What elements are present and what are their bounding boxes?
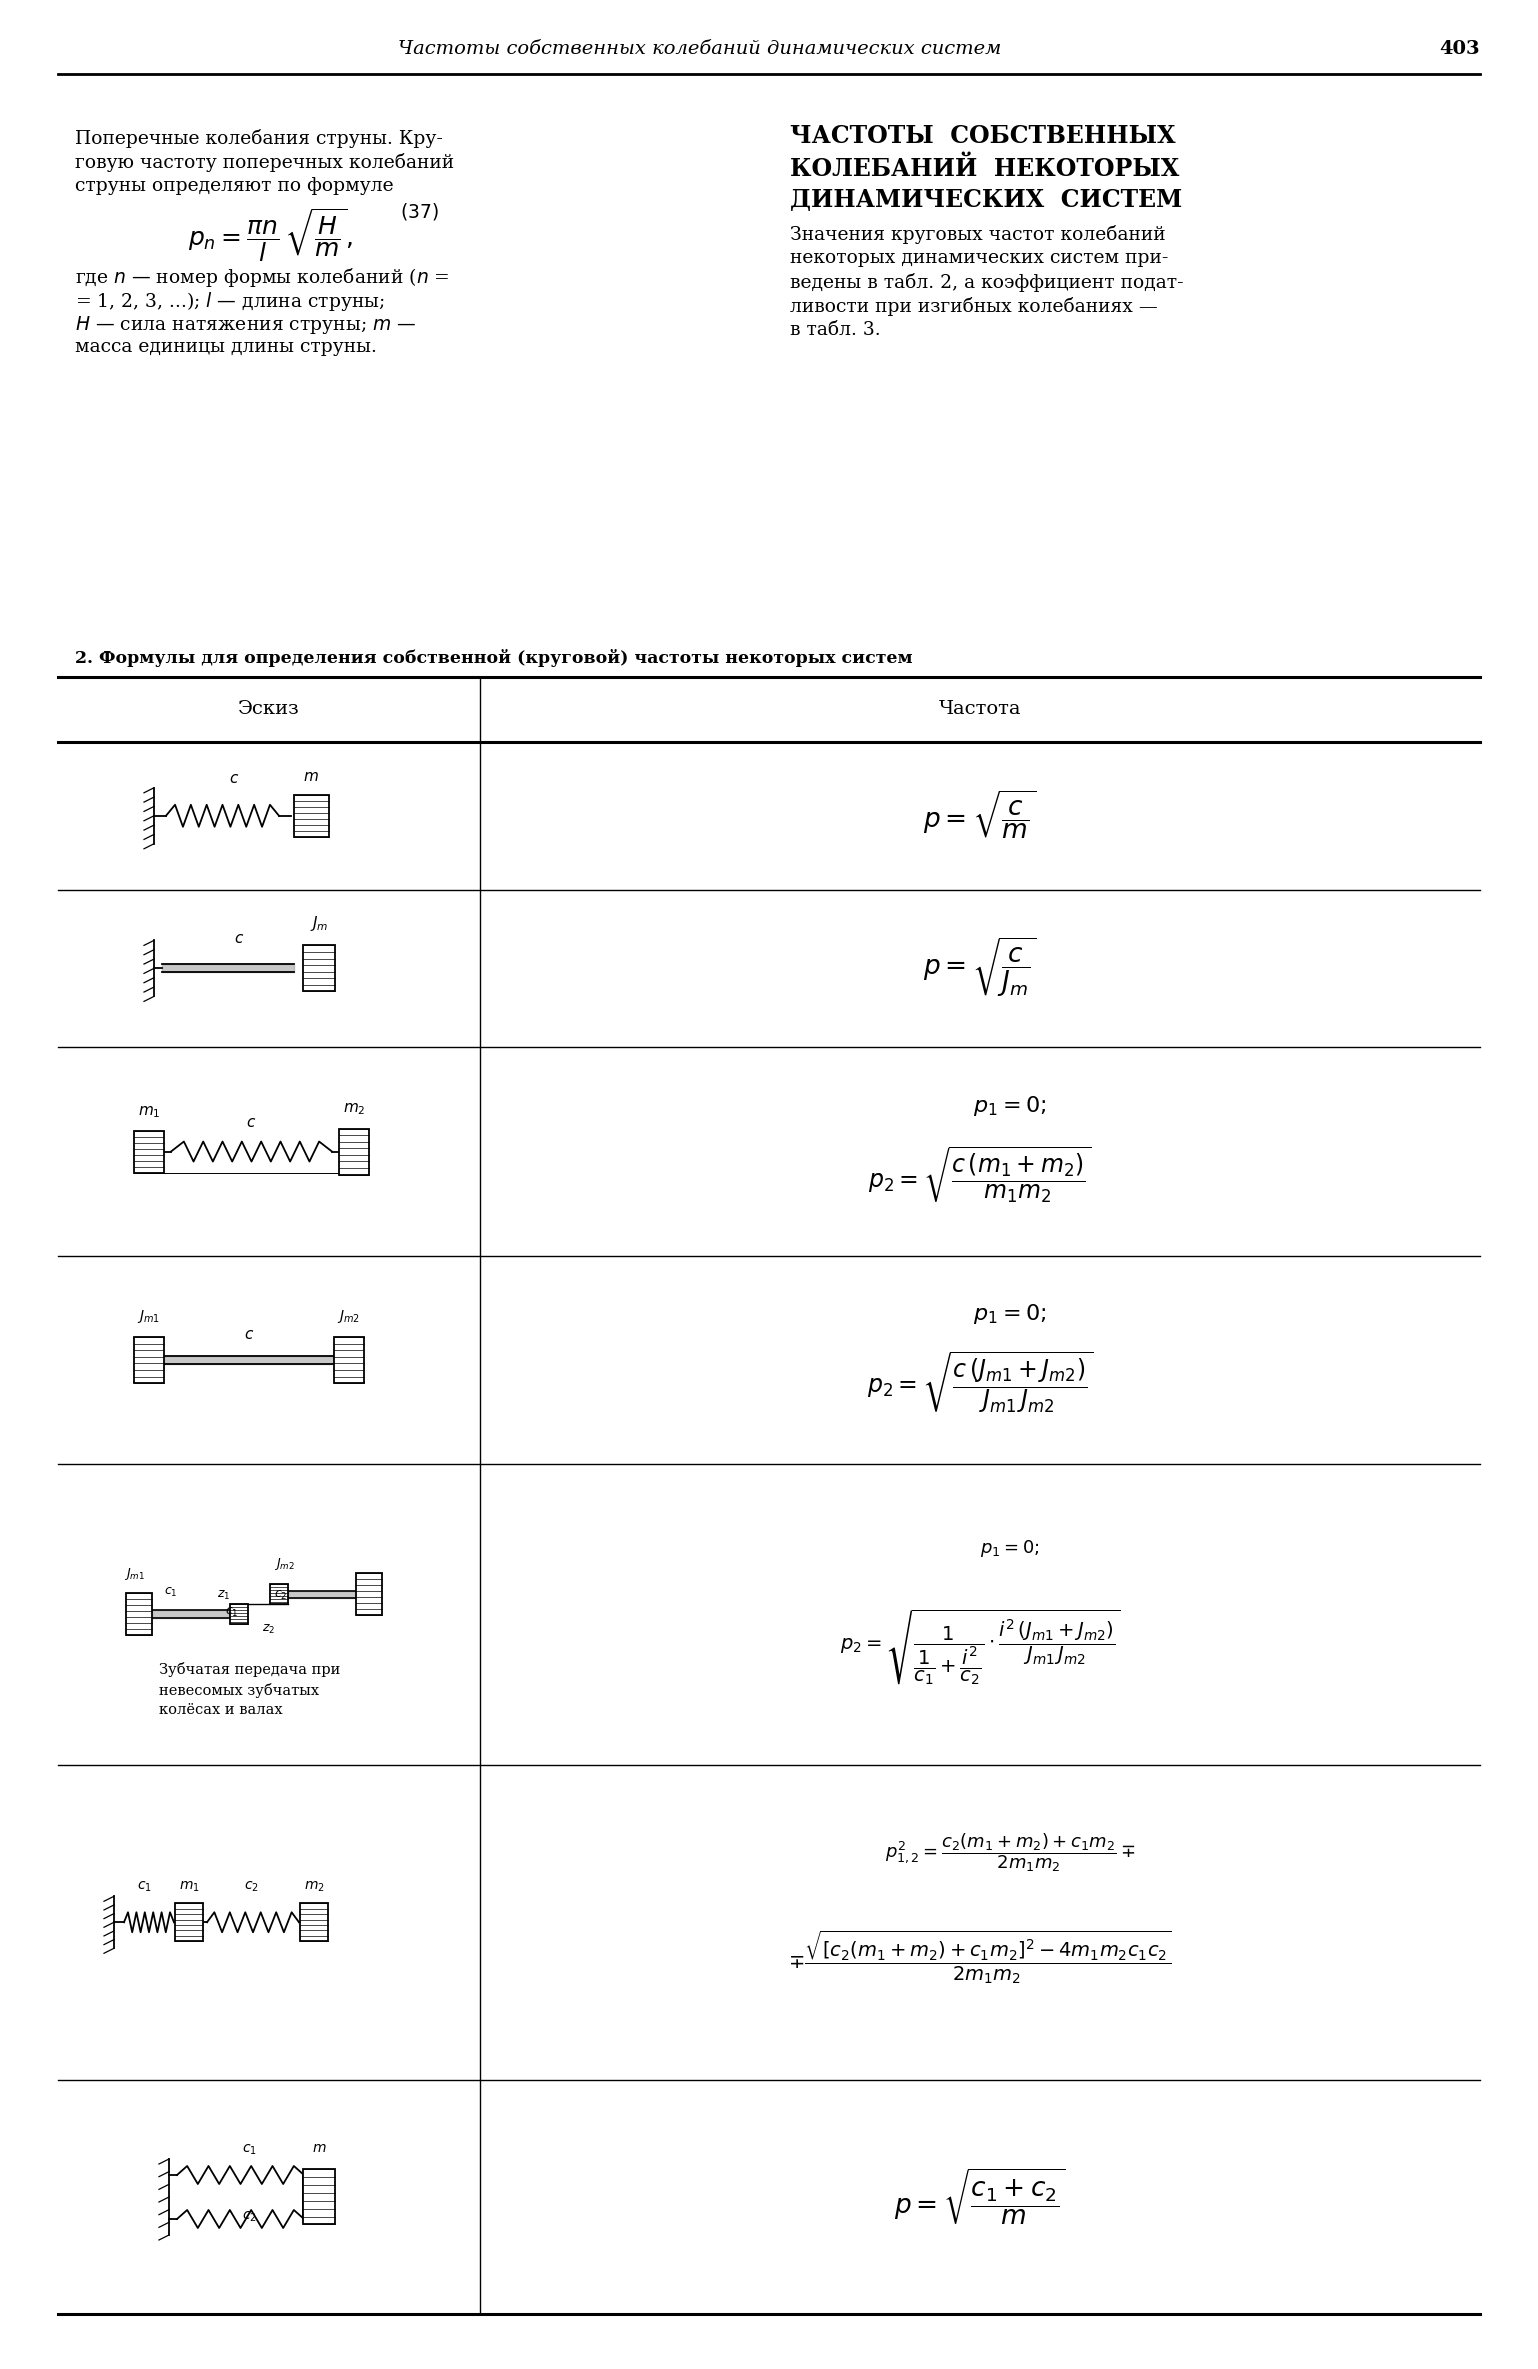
Text: ведены в табл. 2, а коэффициент подат-: ведены в табл. 2, а коэффициент подат- (791, 272, 1184, 291)
Text: $p_1 = 0;$: $p_1 = 0;$ (980, 1537, 1040, 1559)
Bar (175, 1902, 203, 1940)
Bar (300, 1902, 328, 1940)
Bar (134, 1336, 165, 1383)
Text: ДИНАМИЧЕСКИХ  СИСТЕМ: ДИНАМИЧЕСКИХ СИСТЕМ (791, 187, 1183, 211)
Text: $z_1$: $z_1$ (217, 1590, 231, 1601)
Text: $p = \sqrt{\dfrac{c}{m}}$: $p = \sqrt{\dfrac{c}{m}}$ (923, 789, 1037, 843)
Text: $m_2$: $m_2$ (343, 1102, 365, 1116)
Bar (134, 1130, 165, 1173)
Text: $p_2 = \sqrt{\dfrac{c\,(m_1 + m_2)}{m_1 m_2}}$: $p_2 = \sqrt{\dfrac{c\,(m_1 + m_2)}{m_1 … (867, 1144, 1092, 1203)
Bar (271, 1585, 288, 1604)
Text: ЧАСТОТЫ  СОБСТВЕННЫХ: ЧАСТОТЫ СОБСТВЕННЫХ (791, 123, 1175, 147)
Text: Зубчатая передача при
невесомых зубчатых
колёсах и валах: Зубчатая передача при невесомых зубчатых… (158, 1661, 340, 1718)
Text: = 1, 2, 3, ...); $l$ — длина струны;: = 1, 2, 3, ...); $l$ — длина струны; (75, 289, 385, 313)
Text: Частота: Частота (938, 701, 1021, 718)
Text: где $n$ — номер формы колебаний ($n$ =: где $n$ — номер формы колебаний ($n$ = (75, 265, 449, 289)
Bar (294, 794, 329, 836)
Text: $J_{m2}$: $J_{m2}$ (274, 1556, 294, 1573)
Text: $J_m$: $J_m$ (309, 914, 328, 933)
Text: $c_2$: $c_2$ (274, 1590, 288, 1601)
Text: $m$: $m$ (303, 770, 318, 784)
Text: $c_2$: $c_2$ (245, 1881, 258, 1895)
Text: $m_1$: $m_1$ (138, 1104, 160, 1121)
Text: $p = \sqrt{\dfrac{c_1+c_2}{m}}$: $p = \sqrt{\dfrac{c_1+c_2}{m}}$ (894, 2168, 1066, 2227)
Text: некоторых динамических систем при-: некоторых динамических систем при- (791, 249, 1169, 268)
Text: $c$: $c$ (234, 933, 245, 945)
Text: $H$ — сила натяжения струны; $m$ —: $H$ — сила натяжения струны; $m$ — (75, 315, 417, 336)
Text: 2. Формулы для определения собственной (круговой) частоты некоторых систем: 2. Формулы для определения собственной (… (75, 649, 912, 668)
Text: в табл. 3.: в табл. 3. (791, 322, 881, 339)
Text: струны определяют по формуле: струны определяют по формуле (75, 178, 394, 194)
Text: Поперечные колебания струны. Кру-: Поперечные колебания струны. Кру- (75, 128, 443, 147)
Text: $c_2$: $c_2$ (241, 2210, 257, 2224)
Text: $J_{m1}$: $J_{m1}$ (123, 1566, 145, 1582)
Text: $c_1$: $c_1$ (225, 1606, 238, 1620)
Bar (338, 1128, 369, 1175)
Text: $c$: $c$ (229, 772, 238, 787)
Text: $m_1$: $m_1$ (178, 1881, 200, 1895)
Text: $c$: $c$ (245, 1329, 254, 1343)
Text: $c$: $c$ (246, 1116, 257, 1130)
Text: говую частоту поперечных колебаний: говую частоту поперечных колебаний (75, 154, 454, 173)
Text: $p_1 = 0;$: $p_1 = 0;$ (974, 1303, 1046, 1327)
Text: Частоты собственных колебаний динамических систем: Частоты собственных колебаний динамическ… (398, 40, 1001, 57)
Text: $p_2 = \sqrt{\dfrac{c\,(J_{m1} + J_{m2})}{J_{m1}\,J_{m2}}}$: $p_2 = \sqrt{\dfrac{c\,(J_{m1} + J_{m2})… (867, 1350, 1094, 1417)
Text: $J_{m2}$: $J_{m2}$ (337, 1308, 360, 1324)
Text: $\mp \dfrac{\sqrt{[c_2(m_1+m_2)+c_1 m_2]^2 - 4m_1 m_2 c_1 c_2}}{2m_1 m_2}$: $\mp \dfrac{\sqrt{[c_2(m_1+m_2)+c_1 m_2]… (787, 1928, 1172, 1985)
Bar (355, 1573, 381, 1616)
Bar (303, 2170, 335, 2224)
Text: $p_n = \dfrac{\pi n}{l}\,\sqrt{\dfrac{H}{m}},$: $p_n = \dfrac{\pi n}{l}\,\sqrt{\dfrac{H}… (188, 206, 352, 263)
Text: масса единицы длины струны.: масса единицы длины струны. (75, 339, 377, 355)
Text: $(37)$: $(37)$ (400, 201, 438, 223)
Text: $p_1 = 0;$: $p_1 = 0;$ (974, 1094, 1046, 1118)
Text: Эскиз: Эскиз (238, 701, 300, 718)
Text: $c_1$: $c_1$ (137, 1881, 151, 1895)
Bar (231, 1604, 248, 1625)
Text: $p^2_{1,2} = \dfrac{c_2(m_1+m_2)+c_1 m_2}{2m_1 m_2} \mp$: $p^2_{1,2} = \dfrac{c_2(m_1+m_2)+c_1 m_2… (884, 1831, 1135, 1874)
Text: $p_2 = \sqrt{\dfrac{1}{\dfrac{1}{c_1}+\dfrac{i^2}{c_2}}\cdot\dfrac{i^2\,(J_{m1}+: $p_2 = \sqrt{\dfrac{1}{\dfrac{1}{c_1}+\d… (840, 1609, 1120, 1687)
Bar (126, 1594, 152, 1635)
Text: $z_2$: $z_2$ (263, 1623, 275, 1637)
Text: $m_2$: $m_2$ (303, 1881, 325, 1895)
Text: $p = \sqrt{\dfrac{c}{J_m}}$: $p = \sqrt{\dfrac{c}{J_m}}$ (923, 936, 1037, 1000)
Text: $c_1$: $c_1$ (241, 2142, 257, 2158)
Bar (303, 945, 335, 990)
Bar (334, 1336, 365, 1383)
Text: ливости при изгибных колебаниях —: ливости при изгибных колебаниях — (791, 296, 1158, 315)
Text: $m$: $m$ (312, 2142, 326, 2156)
Text: 403: 403 (1440, 40, 1480, 57)
Text: КОЛЕБАНИЙ  НЕКОТОРЫХ: КОЛЕБАНИЙ НЕКОТОРЫХ (791, 156, 1180, 180)
Text: $J_{m1}$: $J_{m1}$ (137, 1308, 160, 1324)
Text: $c_1$: $c_1$ (165, 1587, 177, 1599)
Text: Значения круговых частот колебаний: Значения круговых частот колебаний (791, 225, 1166, 244)
